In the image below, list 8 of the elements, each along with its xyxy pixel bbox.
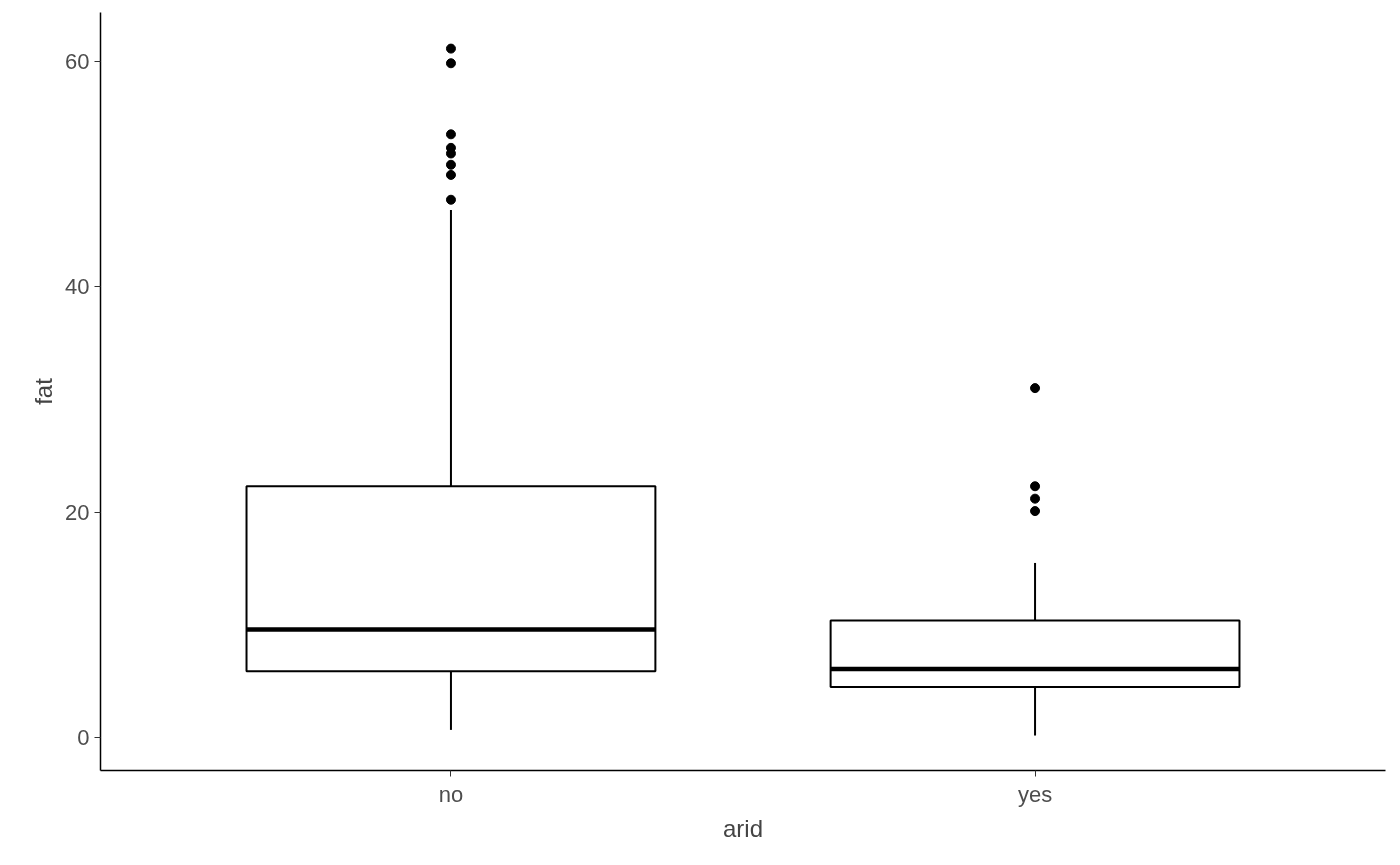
y-axis-title: fat [30,377,58,405]
y-tick-label: 40 [65,274,90,300]
x-tick-label: no [438,781,464,807]
x-axis-title: arid [722,814,764,842]
x-tick-label: yes [1017,781,1053,807]
y-tick-label: 60 [65,48,90,74]
y-tick-label: 0 [77,725,90,751]
y-tick-label: 20 [65,499,90,525]
